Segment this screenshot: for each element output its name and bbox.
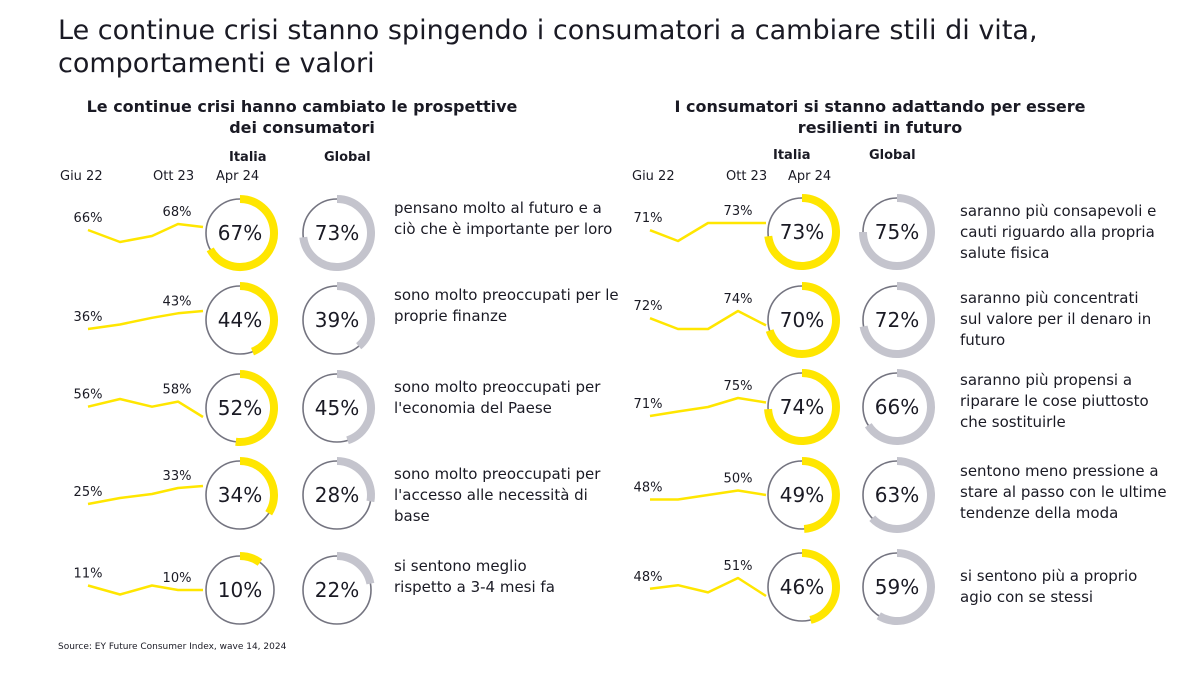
trend-label-ott23: 43% <box>163 294 192 309</box>
header-giu22-left: Giu 22 <box>60 169 103 184</box>
trend-label-ott23: 10% <box>163 571 192 586</box>
italia-donut-arc <box>239 457 278 516</box>
trend-line <box>649 221 766 243</box>
trend-label-giu22: 56% <box>74 388 103 403</box>
trend-label-giu22: 11% <box>74 567 103 582</box>
global-donut-arc <box>864 369 935 445</box>
trend-label-giu22: 66% <box>74 211 103 226</box>
global-donut-arc <box>336 552 375 585</box>
row-desc: saranno più concentrati sul valore per i… <box>960 289 1152 349</box>
header-global-right: Global <box>869 148 916 163</box>
trend-label-ott23: 68% <box>163 205 192 220</box>
header-apr24-right: Apr 24 <box>788 169 832 184</box>
global-donut-value: 59% <box>875 575 919 599</box>
panel-title-left: Le continue crisi hanno cambiato le pros… <box>86 97 518 137</box>
global-donut-value: 28% <box>315 483 359 507</box>
trend-label-giu22: 48% <box>634 570 663 585</box>
trend-line <box>649 309 767 331</box>
italia-donut-value: 44% <box>218 308 262 332</box>
italia-donut-arc <box>239 282 278 356</box>
header-giu22-right: Giu 22 <box>632 169 675 184</box>
italia-donut-arc <box>235 370 279 446</box>
trend-label-giu22: 36% <box>74 310 103 325</box>
trend-line <box>649 396 767 418</box>
row-desc: sono molto preoccupati per l'economia de… <box>394 378 601 417</box>
trend-label-ott23: 58% <box>163 383 192 398</box>
italia-donut-value: 67% <box>218 221 262 245</box>
italia-donut-value: 46% <box>780 575 824 599</box>
global-donut-value: 72% <box>875 308 919 332</box>
italia-donut-arc <box>206 195 278 271</box>
header-apr24-left: Apr 24 <box>216 169 260 184</box>
italia-donut-arc <box>239 552 263 566</box>
trend-line <box>87 584 203 596</box>
row-desc: saranno più consapevoli e cauti riguardo… <box>960 202 1157 262</box>
italia-donut-value: 74% <box>780 395 824 419</box>
global-donut-value: 75% <box>875 220 919 244</box>
header-ott23-left: Ott 23 <box>153 169 195 184</box>
row-desc: pensano molto al futuro e a ciò che è im… <box>394 199 613 238</box>
italia-donut-arc <box>801 457 840 533</box>
trend-label-giu22: 48% <box>634 481 663 496</box>
trend-label-ott23: 73% <box>724 204 753 219</box>
trend-label-giu22: 71% <box>634 397 663 412</box>
italia-donut-value: 10% <box>218 578 262 602</box>
trend-label-giu22: 72% <box>634 299 663 314</box>
italia-donut-arc <box>765 282 840 358</box>
row-desc: saranno più propensi a riparare le cose … <box>960 371 1149 431</box>
global-donut-arc <box>336 370 376 445</box>
global-donut-arc <box>859 282 935 358</box>
global-donut-arc <box>336 457 375 503</box>
trend-line <box>87 397 204 419</box>
header-italia-right: Italia <box>773 148 811 163</box>
global-donut-value: 66% <box>875 395 919 419</box>
header-ott23-right: Ott 23 <box>726 169 768 184</box>
italia-donut-arc <box>764 369 840 445</box>
header-global-left: Global <box>324 150 371 165</box>
global-donut-value: 73% <box>315 221 359 245</box>
italia-donut-value: 49% <box>780 483 824 507</box>
trend-label-ott23: 33% <box>163 469 192 484</box>
global-donut-value: 45% <box>315 396 359 420</box>
trend-label-ott23: 75% <box>724 379 753 394</box>
panel-title-right: I consumatori si stanno adattando per es… <box>674 97 1086 137</box>
global-donut-arc <box>859 194 935 270</box>
trend-label-ott23: 50% <box>724 472 753 487</box>
italia-donut-value: 52% <box>218 396 262 420</box>
trend-label-giu22: 71% <box>634 211 663 226</box>
trend-line <box>87 484 204 506</box>
row-desc: si sentono meglio rispetto a 3-4 mesi fa <box>394 557 555 596</box>
trend-line <box>650 489 767 501</box>
italia-donut-value: 70% <box>780 308 824 332</box>
global-donut-arc <box>876 549 935 625</box>
row-desc: sono molto preoccupati per le proprie fi… <box>394 286 619 325</box>
global-donut-arc <box>336 282 375 350</box>
italia-donut-value: 34% <box>218 483 262 507</box>
source-note: Source: EY Future Consumer Index, wave 1… <box>58 642 287 652</box>
italia-donut-value: 73% <box>780 220 824 244</box>
global-donut-value: 22% <box>315 578 359 602</box>
trend-label-giu22: 25% <box>74 485 103 500</box>
trend-label-ott23: 74% <box>724 292 753 307</box>
italia-donut-arc <box>764 194 840 270</box>
row-desc: sentono meno pressione a stare al passo … <box>960 462 1167 522</box>
page-title: Le continue crisi stanno spingendo i con… <box>58 15 1038 79</box>
trend-line <box>649 576 767 598</box>
header-italia-left: Italia <box>229 150 267 165</box>
global-donut-arc <box>299 195 375 271</box>
trend-line <box>87 222 204 244</box>
row-desc: sono molto preoccupati per l'accesso all… <box>394 465 601 525</box>
global-donut-arc <box>869 457 935 533</box>
row-desc: si sentono più a proprio agio con se ste… <box>960 567 1138 606</box>
global-donut-value: 63% <box>875 483 919 507</box>
trend-line <box>87 309 204 331</box>
trend-label-ott23: 51% <box>724 559 753 574</box>
global-donut-value: 39% <box>315 308 359 332</box>
italia-donut-arc <box>801 549 840 624</box>
